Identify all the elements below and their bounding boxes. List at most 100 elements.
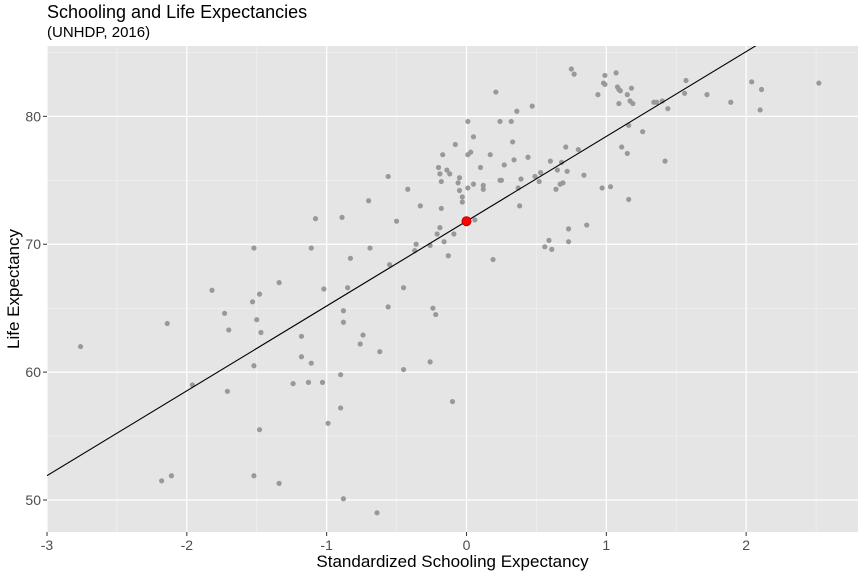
data-point [602, 72, 608, 79]
data-point [480, 182, 486, 189]
data-point [357, 341, 363, 347]
data-point [447, 171, 453, 177]
data-point [565, 226, 572, 232]
data-point [434, 231, 440, 237]
data-point [427, 359, 433, 365]
data-point [366, 198, 372, 204]
data-point [662, 158, 668, 164]
data-point [385, 173, 391, 180]
data-point [514, 108, 520, 114]
data-point [77, 343, 84, 350]
data-point [308, 360, 314, 366]
data-point [549, 246, 555, 252]
data-point [595, 92, 601, 98]
data-point [749, 79, 755, 85]
data-point [510, 139, 516, 145]
plot-layer [47, 46, 822, 516]
data-point [452, 141, 458, 148]
data-point [168, 473, 175, 479]
data-point [386, 262, 393, 268]
data-point [565, 239, 572, 245]
data-point [345, 285, 351, 291]
data-point [445, 253, 451, 259]
data-point [470, 134, 477, 140]
minor-gridlines [47, 46, 858, 532]
data-point [472, 217, 478, 223]
data-point [563, 144, 569, 150]
data-point [456, 187, 463, 194]
data-point [480, 186, 486, 192]
data-point [159, 478, 165, 484]
data-point [459, 194, 465, 200]
data-point [347, 255, 354, 261]
highlight-point [461, 216, 472, 227]
data-point [498, 177, 505, 183]
data-point [465, 118, 471, 125]
data-point [490, 256, 496, 263]
x-axis-title: Standardized Schooling Expectancy [316, 552, 589, 571]
data-point [532, 173, 538, 180]
data-point [438, 178, 444, 185]
y-tick-label: 80 [25, 108, 41, 124]
data-point [298, 333, 305, 339]
data-point [367, 245, 373, 251]
data-point [385, 304, 391, 310]
data-point [607, 184, 614, 190]
data-point [665, 106, 671, 112]
data-point [602, 81, 608, 87]
data-point [251, 245, 257, 251]
data-point [624, 150, 630, 157]
data-point [529, 103, 535, 109]
data-point [564, 168, 570, 174]
data-point [276, 280, 282, 286]
data-point [511, 157, 517, 163]
data-point [444, 167, 450, 173]
x-tick-label: -3 [41, 537, 54, 553]
data-point [568, 66, 574, 72]
data-point [560, 180, 566, 186]
data-point [258, 329, 264, 336]
data-point [584, 222, 590, 228]
plot-panel [47, 46, 858, 532]
data-point [553, 186, 559, 192]
data-point [256, 427, 263, 433]
data-point [613, 70, 619, 76]
data-point [459, 199, 465, 205]
data-point [360, 332, 366, 338]
data-point [224, 388, 230, 394]
data-point [547, 158, 553, 164]
data-point [470, 181, 477, 187]
data-point [164, 320, 170, 327]
data-point [374, 510, 380, 516]
data-point [441, 239, 447, 245]
data-point [542, 244, 548, 250]
data-point [468, 149, 474, 155]
data-point [249, 299, 256, 305]
data-point [319, 379, 326, 385]
data-point [405, 186, 411, 192]
data-point [308, 245, 314, 251]
data-point [758, 86, 765, 93]
regression-line [47, 46, 757, 477]
data-point [640, 129, 646, 135]
data-point [455, 180, 461, 186]
data-point [704, 92, 710, 98]
data-point [400, 366, 407, 373]
data-point [517, 203, 523, 209]
data-point [619, 144, 625, 150]
data-point [816, 80, 822, 86]
y-tick-label: 50 [25, 492, 41, 508]
data-point [449, 398, 456, 405]
data-point [221, 310, 228, 316]
data-point [430, 305, 436, 311]
data-point [338, 372, 344, 378]
major-gridlines [46, 46, 858, 532]
x-tick-label: -2 [181, 537, 194, 553]
data-point [251, 473, 257, 479]
axis-ticks [43, 115, 747, 536]
data-point [683, 77, 689, 84]
data-point [465, 185, 471, 191]
y-tick-label: 70 [25, 236, 41, 252]
tick-labels: -3 -2 -1 0 1 2 50 60 70 80 [25, 108, 750, 553]
